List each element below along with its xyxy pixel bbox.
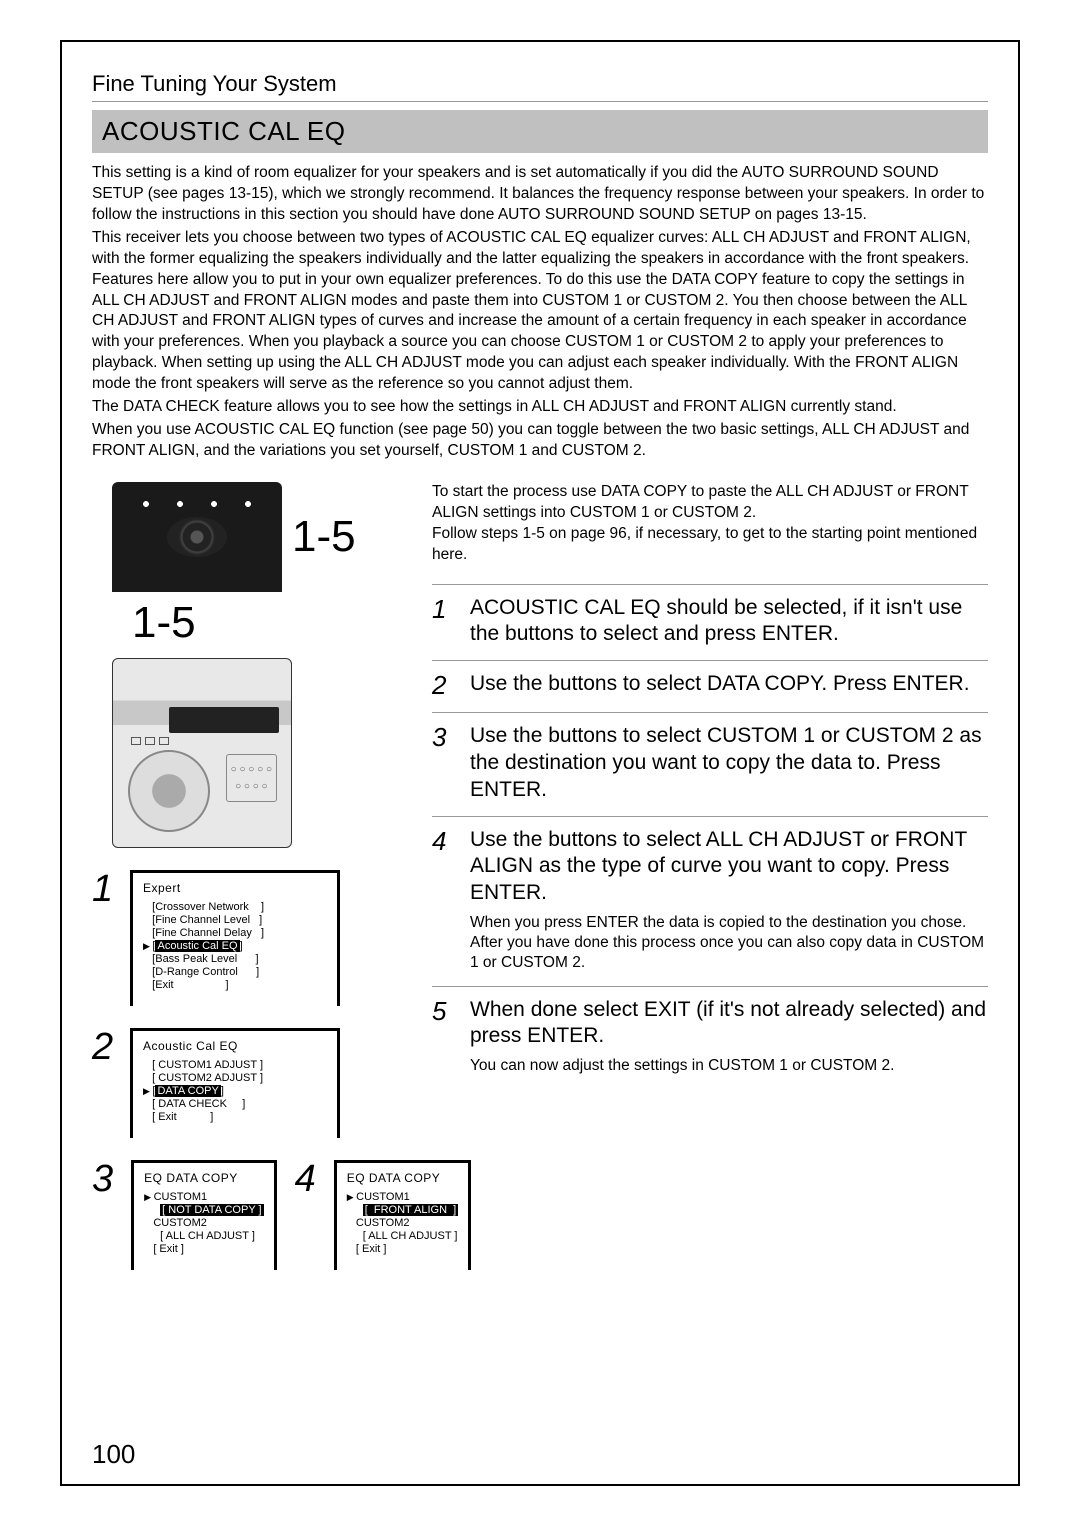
lead-p2: Follow steps 1-5 on page 96, if necessar…: [432, 524, 988, 566]
menu-item-hl: Acoustic Cal EQ: [155, 940, 239, 952]
menu-item: [Crossover Network ]: [143, 901, 327, 913]
step-note: You can now adjust the settings in CUSTO…: [470, 1056, 988, 1076]
page-border: Fine Tuning Your System ACOUSTIC CAL EQ …: [60, 40, 1020, 1486]
menu-item: [Bass Peak Level ]: [143, 953, 327, 965]
step-num: 1: [432, 595, 460, 649]
step-num: 5: [432, 997, 460, 1077]
menu-title: Acoustic Cal EQ: [143, 1039, 327, 1053]
menu-item: [ DATA CHECK ]: [143, 1098, 327, 1110]
menu-screenshot-num-4: 4: [295, 1160, 316, 1198]
menu-line: [ Exit ]: [144, 1243, 263, 1255]
callout-1-5-below: 1-5: [132, 598, 402, 648]
menu-item-hl: [ NOT DATA COPY ]: [160, 1204, 263, 1216]
step-2: 2 Use the buttons to select DATA COPY. P…: [432, 660, 988, 712]
step-body: Use the buttons to select DATA COPY. Pre…: [470, 671, 988, 700]
menu-line: CUSTOM1: [144, 1191, 263, 1203]
intro-p4: When you use ACOUSTIC CAL EQ function (s…: [92, 420, 988, 462]
menu-eq-data-copy-3: EQ DATA COPY CUSTOM1 [ NOT DATA COPY ] C…: [131, 1160, 276, 1270]
step-body: Use the buttons to select ALL CH ADJUST …: [470, 827, 988, 974]
menu-item: [Fine Channel Delay ]: [143, 927, 327, 939]
menu-item-selected: [DATA COPY]: [143, 1085, 327, 1097]
steps-list: 1 ACOUSTIC CAL EQ should be selected, if…: [432, 584, 988, 1089]
left-column: 1-5 1-5 1 Expert [Crossover Network ] [F…: [92, 482, 402, 1270]
lead-text: To start the process use DATA COPY to pa…: [432, 482, 988, 566]
menu-title: EQ DATA COPY: [144, 1171, 263, 1185]
step-body: Use the buttons to select CUSTOM 1 or CU…: [470, 723, 988, 804]
intro-p2: This receiver lets you choose between tw…: [92, 228, 988, 395]
page-number: 100: [92, 1439, 135, 1470]
step-body: When done select EXIT (if it's not alrea…: [470, 997, 988, 1077]
step-1: 1 ACOUSTIC CAL EQ should be selected, if…: [432, 584, 988, 661]
menu-item: [ CUSTOM1 ADJUST ]: [143, 1059, 327, 1071]
section-label: Fine Tuning Your System: [92, 67, 988, 102]
menu-item: [ Exit ]: [143, 1111, 327, 1123]
step-4: 4 Use the buttons to select ALL CH ADJUS…: [432, 816, 988, 986]
step-num: 4: [432, 827, 460, 974]
menu-acoustic-cal-eq: Acoustic Cal EQ [ CUSTOM1 ADJUST ] [ CUS…: [130, 1028, 340, 1138]
menu-sub-hl: [ NOT DATA COPY ]: [160, 1204, 263, 1216]
menu-item-hl: DATA COPY: [155, 1085, 220, 1097]
intro-p1: This setting is a kind of room equalizer…: [92, 163, 988, 226]
menu-item: [ CUSTOM2 ADJUST ]: [143, 1072, 327, 1084]
menu-item: [D-Range Control ]: [143, 966, 327, 978]
step-body: ACOUSTIC CAL EQ should be selected, if i…: [470, 595, 988, 649]
menu-item: [Fine Channel Level ]: [143, 914, 327, 926]
step-5: 5 When done select EXIT (if it's not alr…: [432, 986, 988, 1089]
callout-1-5-right: 1-5: [292, 512, 356, 562]
step-num: 3: [432, 723, 460, 804]
step-body-text: When done select EXIT (if it's not alrea…: [470, 998, 986, 1048]
menu-screenshot-num-2: 2: [92, 1028, 118, 1066]
menu-line: CUSTOM2: [144, 1217, 263, 1229]
receiver-illustration: [112, 658, 292, 848]
menu-screenshot-num-1: 1: [92, 870, 118, 908]
menu-item-selected: [Acoustic Cal EQ]: [143, 940, 327, 952]
section-title: ACOUSTIC CAL EQ: [92, 110, 988, 153]
step-3: 3 Use the buttons to select CUSTOM 1 or …: [432, 712, 988, 816]
menu-title: Expert: [143, 881, 327, 895]
menu-sub: [ ALL CH ADJUST ]: [160, 1230, 263, 1242]
intro-text: This setting is a kind of room equalizer…: [92, 163, 988, 462]
intro-p3: The DATA CHECK feature allows you to see…: [92, 397, 988, 418]
menu-screenshot-num-3: 3: [92, 1160, 113, 1198]
lead-p1: To start the process use DATA COPY to pa…: [432, 482, 988, 524]
remote-control-illustration: [112, 482, 282, 592]
menu-item: [Exit ]: [143, 979, 327, 991]
step-note: When you press ENTER the data is copied …: [470, 913, 988, 973]
step-num: 2: [432, 671, 460, 700]
step-body-text: Use the buttons to select ALL CH ADJUST …: [470, 828, 967, 905]
right-column: To start the process use DATA COPY to pa…: [432, 482, 988, 1270]
menu-expert: Expert [Crossover Network ] [Fine Channe…: [130, 870, 340, 1006]
